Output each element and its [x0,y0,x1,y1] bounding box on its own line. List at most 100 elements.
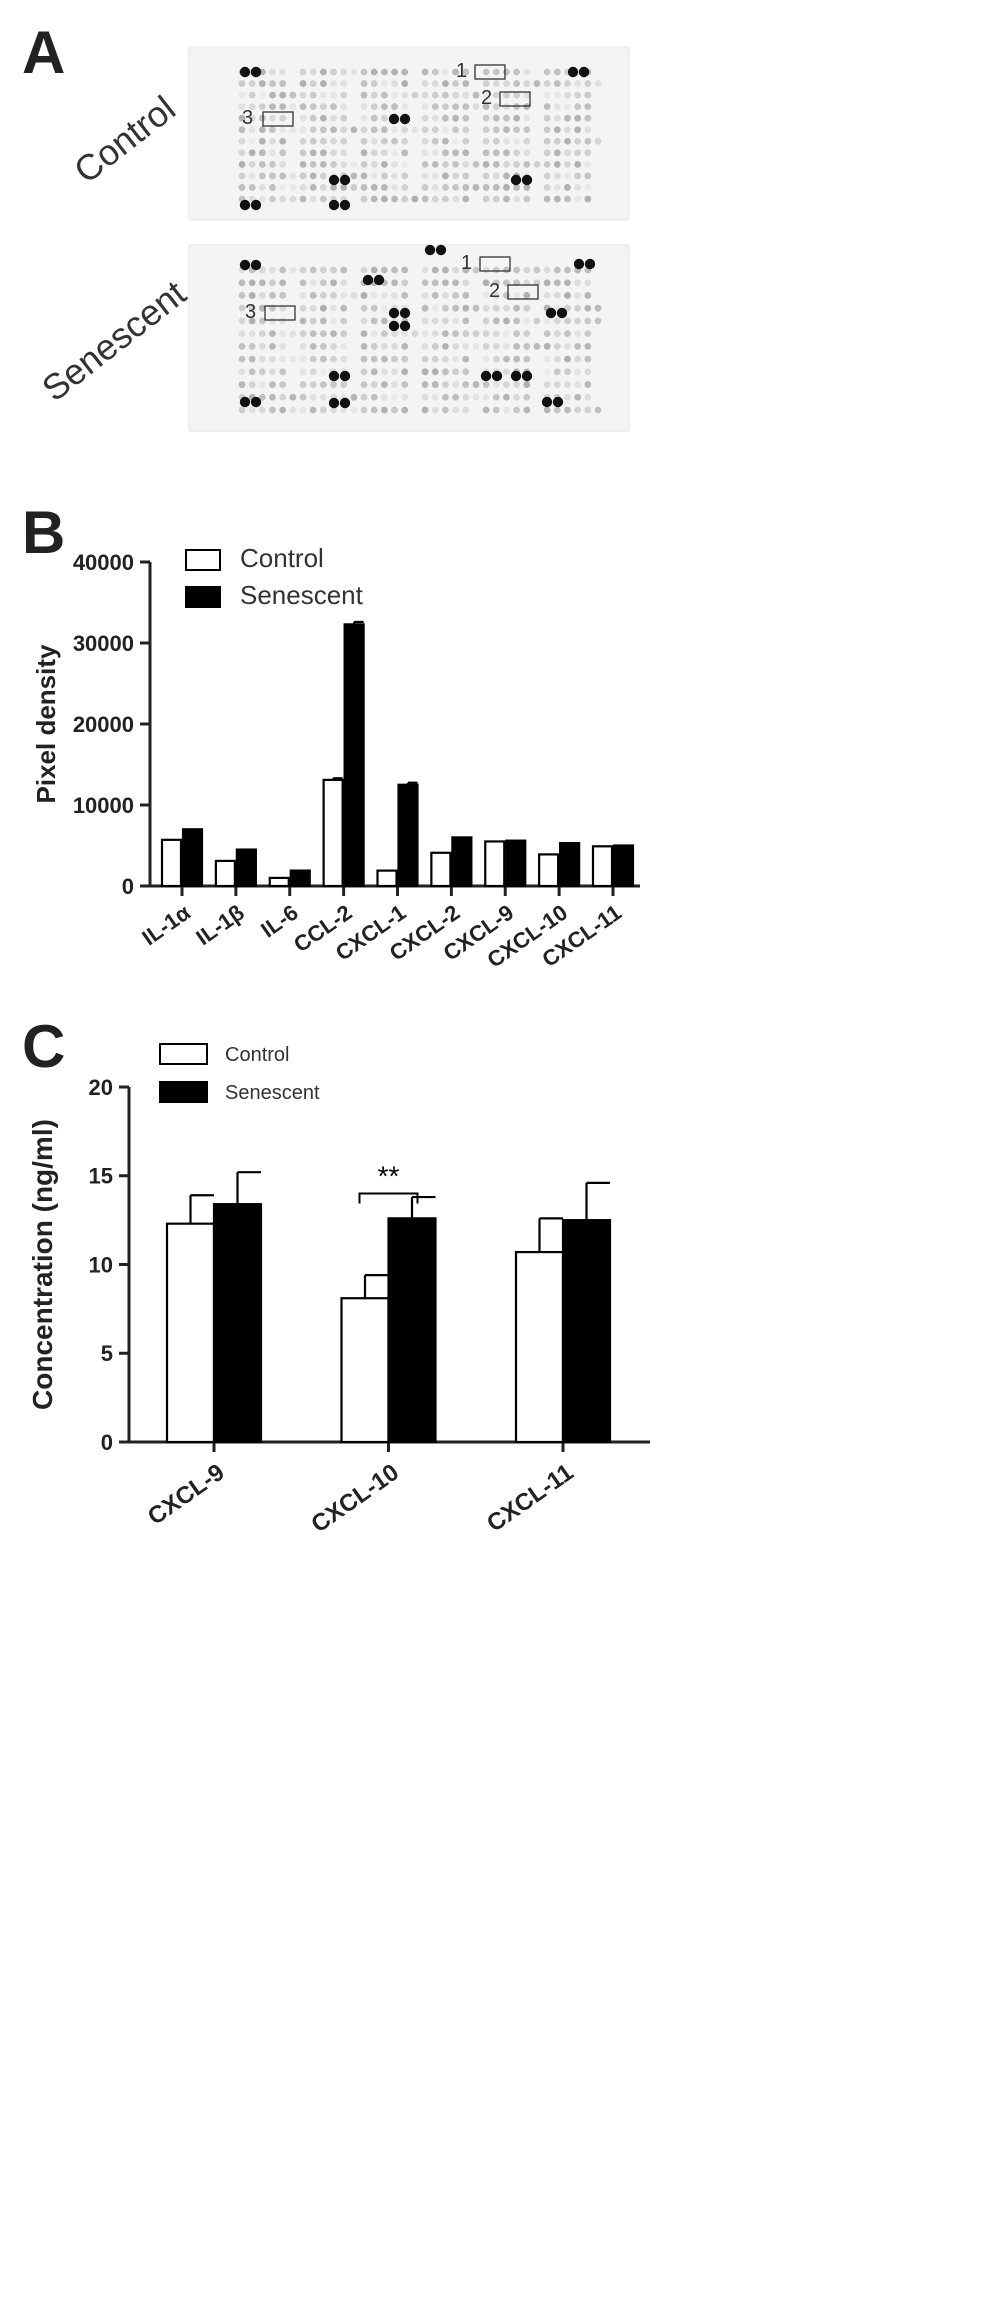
array-spot [330,381,337,388]
array-spot [482,184,490,191]
array-spot [381,317,388,325]
array-spot [553,355,561,363]
array-spot [258,304,266,312]
array-spot [513,393,521,401]
array-spot [492,103,500,111]
array-spot [370,184,378,191]
array-spot [258,292,266,299]
array-spot [309,149,317,157]
array-spot [543,368,551,376]
array-spot [462,330,470,338]
array-spot [452,368,459,376]
array-spot [472,266,480,274]
array-spot [360,160,368,168]
array-spot-dark [541,396,553,408]
array-spot [411,91,419,99]
array-spot [421,184,429,191]
array-spot [381,80,388,87]
array-spot [258,330,266,338]
array-spot [238,368,246,376]
array-spot-dark [388,113,400,125]
array-spot [574,114,582,122]
array-spot [452,317,459,325]
array-spot [472,342,480,350]
array-spot [523,114,531,122]
array-spot [340,114,348,122]
array-spot [492,381,500,388]
array-spot [503,149,510,157]
array-highlight-box [264,305,296,321]
array-spot [299,304,307,312]
array-spot [462,355,470,363]
array-spot [391,91,398,99]
array-spot [492,114,500,122]
array-spot [391,266,398,274]
array-spot [279,149,287,157]
array-spot [472,381,480,388]
bar-senescent [235,848,257,888]
array-spot [319,355,327,363]
array-spot [513,292,521,299]
array-spot [421,172,429,180]
array-spot [401,342,409,350]
array-spot [248,91,256,99]
array-spot [564,114,571,122]
chart-b-pixel-density: 0 10000 20000 30000 40000 Pixel density IL-1αI… [31,543,640,973]
array-spot [574,137,582,145]
array-spot [360,126,368,134]
array-spot [309,330,317,338]
array-spot [533,317,541,325]
array-spot [319,172,327,180]
array-spot [523,355,531,363]
array-spot [553,195,561,203]
array-spot [492,330,500,338]
array-spot [513,406,521,414]
category-label: IL-1β [191,900,248,951]
array-spot [248,355,256,363]
array-spot [319,381,327,388]
array-spot [553,80,561,87]
array-highlight-box [507,284,539,300]
array-spot [462,126,470,134]
array-spot [523,91,531,99]
array-spot [340,103,348,111]
array-spot [574,342,582,350]
array-spot [431,91,439,99]
array-spot [543,172,551,180]
array-spot [584,103,592,111]
array-spot [523,137,531,145]
array-spot [442,91,449,99]
array-spot [330,103,337,111]
array-spot [401,355,409,363]
array-spot [564,393,571,401]
array-spot [309,172,317,180]
array-spot [370,126,378,134]
legend-swatch-senescent [185,586,221,608]
array-spot [401,68,409,76]
array-spot [299,292,307,299]
array-spot [370,149,378,157]
array-spot [309,279,317,287]
array-spot [442,368,449,376]
array-spot [553,91,561,99]
array-spot [360,91,368,99]
array-spot [391,103,398,111]
array-spot [594,304,602,312]
array-spot [258,172,266,180]
array-spot [401,137,409,145]
array-spot [442,330,449,338]
array-spot [574,80,582,87]
array-spot [482,355,490,363]
array-spot [584,279,592,287]
array-spot [289,406,297,414]
array-spot [492,80,500,87]
chart-c-concentration: 0 5 10 15 20 Concentration (ng/ml) CXCL-9 CXCL-… [27,1043,650,1538]
array-spot [564,195,571,203]
array-spot [381,368,388,376]
array-spot [279,381,287,388]
array-spot [462,160,470,168]
array-spot [269,279,276,287]
array-spot [319,137,327,145]
array-spot [564,317,571,325]
array-spot [543,160,551,168]
